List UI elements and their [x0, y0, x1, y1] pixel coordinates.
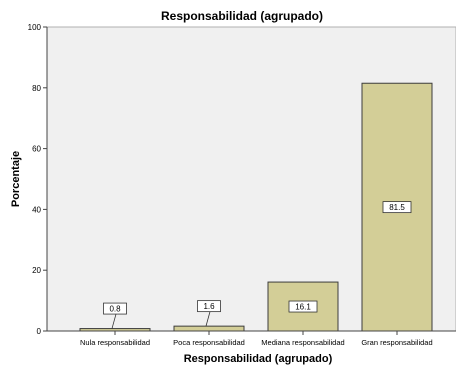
data-label: 1.6	[203, 302, 215, 311]
x-tick-label: Poca responsabilidad	[173, 338, 245, 347]
y-axis: 0 20 40 60 80 100	[28, 23, 48, 336]
data-label-box	[382, 201, 412, 214]
y-tick-label: 80	[32, 84, 41, 93]
data-label: 81.5	[389, 203, 405, 212]
chart-title: Responsabilidad (agrupado)	[161, 9, 323, 23]
x-axis: Nula responsabilidad Poca responsabilidad…	[47, 330, 456, 347]
data-label-leader	[111, 313, 117, 329]
data-label-box	[197, 300, 221, 313]
bar	[173, 325, 245, 332]
data-label-box	[103, 302, 127, 315]
y-tick-label: 40	[32, 205, 41, 214]
y-tick-label: 20	[32, 266, 41, 275]
y-tick-label: 0	[37, 327, 42, 336]
data-label-leader	[205, 311, 211, 327]
x-axis-label: Responsabilidad (agrupado)	[184, 353, 333, 365]
y-tick-label: 60	[32, 145, 41, 154]
data-label: 16.1	[295, 303, 311, 312]
x-tick-label: Gran responsabilidad	[361, 338, 432, 347]
y-tick-label: 100	[28, 23, 42, 32]
data-label-box	[288, 300, 318, 313]
data-label: 0.8	[109, 305, 121, 314]
x-tick-label: Mediana responsabilidad	[261, 338, 344, 347]
bars: 0.8 1.6 16.1 81.5	[79, 82, 433, 332]
y-axis-label: Porcentaje	[10, 151, 22, 207]
x-tick-label: Nula responsabilidad	[80, 338, 150, 347]
